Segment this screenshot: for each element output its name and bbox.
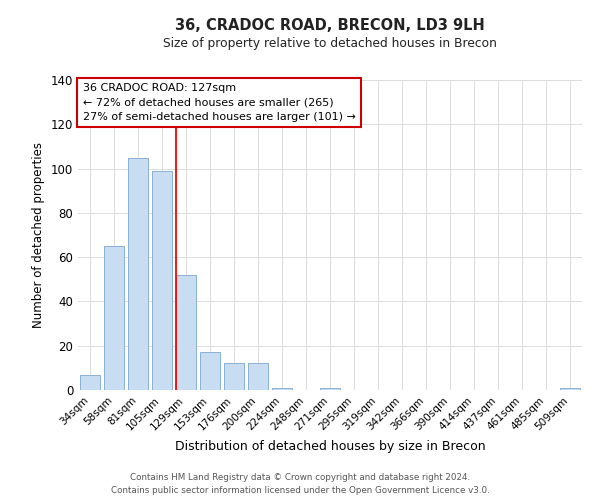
Bar bbox=[152, 171, 172, 390]
Bar bbox=[128, 158, 148, 390]
Bar bbox=[104, 246, 124, 390]
Bar bbox=[272, 388, 292, 390]
Bar bbox=[200, 352, 220, 390]
Bar bbox=[176, 275, 196, 390]
Bar bbox=[80, 374, 100, 390]
Bar bbox=[560, 388, 580, 390]
X-axis label: Distribution of detached houses by size in Brecon: Distribution of detached houses by size … bbox=[175, 440, 485, 453]
Bar bbox=[224, 364, 244, 390]
Text: 36, CRADOC ROAD, BRECON, LD3 9LH: 36, CRADOC ROAD, BRECON, LD3 9LH bbox=[175, 18, 485, 32]
Bar bbox=[320, 388, 340, 390]
Bar bbox=[248, 364, 268, 390]
Text: 36 CRADOC ROAD: 127sqm
← 72% of detached houses are smaller (265)
27% of semi-de: 36 CRADOC ROAD: 127sqm ← 72% of detached… bbox=[83, 83, 356, 122]
Y-axis label: Number of detached properties: Number of detached properties bbox=[32, 142, 45, 328]
Text: Contains HM Land Registry data © Crown copyright and database right 2024.
Contai: Contains HM Land Registry data © Crown c… bbox=[110, 474, 490, 495]
Text: Size of property relative to detached houses in Brecon: Size of property relative to detached ho… bbox=[163, 38, 497, 51]
